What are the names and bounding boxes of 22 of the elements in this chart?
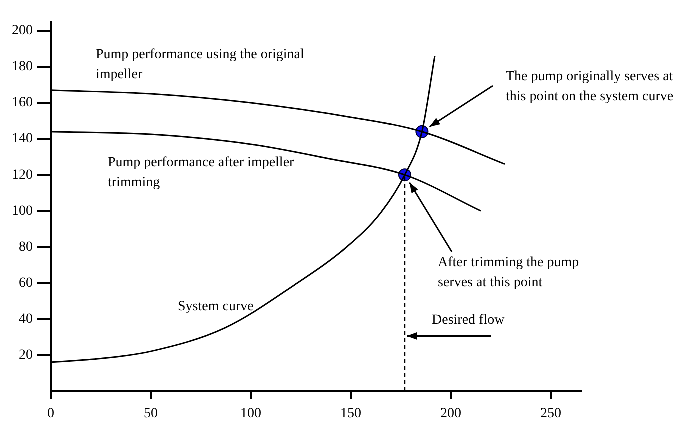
y-tick-label: 200 [12,24,33,39]
x-tick-label: 200 [440,406,462,422]
y-tick-label: 40 [19,312,33,327]
x-tick-label: 0 [48,406,54,422]
annotation: After trimming the pump serves at this point [438,256,580,291]
series-label: Pump performance after impeller trimming [108,156,295,191]
y-tick-label: 140 [12,132,33,147]
y-tick-label: 60 [19,276,33,291]
y-tick-label: 160 [12,96,33,111]
y-tick-label: 180 [12,60,33,75]
series-label: Pump performance using the original impeller [96,48,305,83]
y-tick-label: 100 [12,204,33,219]
y-tick-label: 80 [19,240,33,255]
series-label: System curve [178,300,254,315]
y-tick-label: 120 [12,168,33,183]
x-tick-label: 100 [240,406,262,422]
y-tick-label: 20 [19,348,33,363]
ref-line-label: Desired flow [432,312,506,328]
x-tick-label: 50 [144,406,158,422]
x-tick-label: 150 [340,406,362,422]
annotation: The pump originally serves at this point on the system curve [506,70,674,105]
x-tick-label: 250 [540,406,562,422]
